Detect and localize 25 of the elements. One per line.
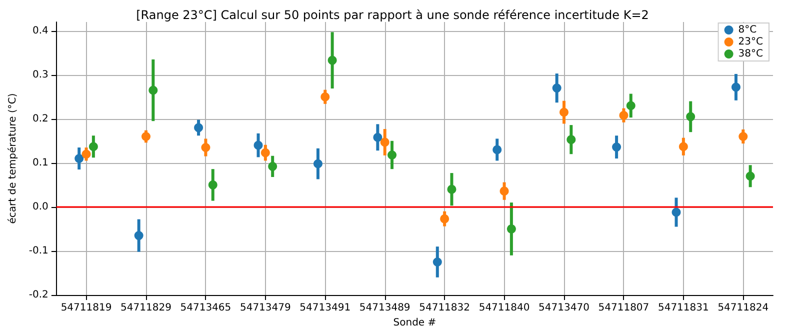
chart-title: [Range 23°C] Calcul sur 50 points par rapport à une sonde référence incertitude K=2 bbox=[136, 8, 649, 22]
x-tick-label: 54711824 bbox=[718, 302, 769, 314]
x-tick-label: 54711840 bbox=[478, 302, 530, 314]
y-tick-label: -0.1 bbox=[28, 245, 48, 256]
x-tick-label: 54713465 bbox=[180, 302, 232, 314]
y-tick-label: 0.2 bbox=[32, 113, 48, 124]
x-axis-title: Sonde # bbox=[393, 317, 436, 328]
x-tick-label: 54713489 bbox=[359, 302, 410, 314]
y-tick-label: 0.4 bbox=[32, 25, 48, 36]
y-tick-label: 0.1 bbox=[32, 157, 48, 168]
x-tick-label: 54713491 bbox=[300, 302, 351, 314]
y-axis-title: écart de température (°C) bbox=[8, 93, 18, 224]
legend-label: 23°C bbox=[738, 36, 764, 48]
x-tick-label: 54711829 bbox=[120, 302, 172, 314]
y-tick-label: 0.3 bbox=[32, 69, 48, 80]
x-tick-label: 54711831 bbox=[658, 302, 709, 314]
legend-label: 8°C bbox=[738, 24, 757, 36]
x-tick-label: 54711832 bbox=[419, 302, 470, 314]
x-tick-label: 54711807 bbox=[598, 302, 650, 314]
x-tick-label: 54713470 bbox=[538, 302, 590, 314]
x-tick-label: 54713479 bbox=[240, 302, 291, 314]
x-tick-label: 54711819 bbox=[60, 302, 112, 314]
y-tick-label: -0.2 bbox=[28, 290, 48, 300]
legend-label: 38°C bbox=[738, 48, 764, 60]
y-tick-label: 0.0 bbox=[32, 201, 48, 212]
